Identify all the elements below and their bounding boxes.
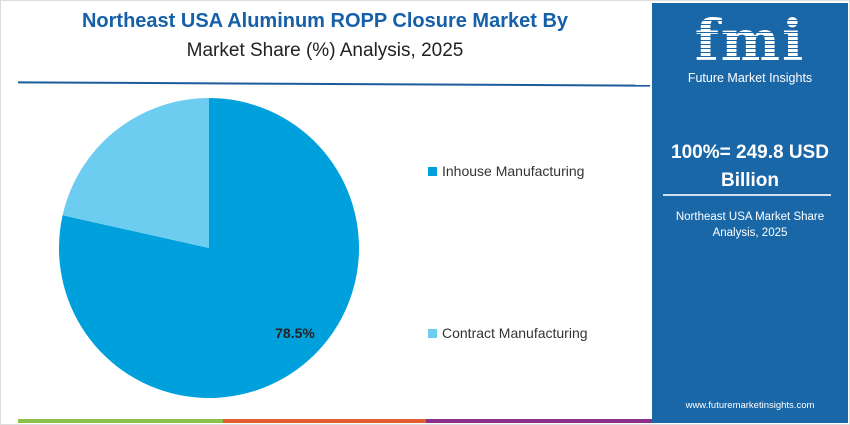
pie-slice-contract-manufacturing [62, 98, 209, 248]
legend-item-inhouse: Inhouse Manufacturing [428, 163, 584, 179]
footer-bar-purple [426, 419, 653, 423]
pie-chart: 78.5% [59, 98, 360, 399]
website-url[interactable]: www.futuremarketinsights.com [685, 400, 815, 411]
logo-subtitle: Future Market Insights [687, 71, 813, 85]
panel-subtitle: Northeast USA Market Share Analysis, 202… [675, 211, 825, 239]
info-panel: fmi Future Market Insights 100%= 249.8 U… [652, 3, 848, 423]
pie-data-label: 78.5% [275, 325, 315, 341]
chart-title: Northeast USA Aluminum ROPP Closure Mark… [81, 10, 569, 32]
legend-label: Inhouse Manufacturing [442, 163, 585, 179]
market-total: 100%= 249.8 USD Billion [671, 142, 829, 191]
footer-bar-orange [223, 419, 426, 423]
chart-subtitle: Market Share (%) Analysis, 2025 [186, 40, 464, 61]
legend-swatch [428, 328, 437, 338]
legend-item-contract: Contract Manufacturing [428, 325, 588, 341]
panel-divider [663, 194, 831, 196]
footer-bar-green [18, 419, 223, 423]
fmi-logo: fmi [652, 13, 848, 69]
legend-swatch [428, 166, 437, 176]
pie-slice-inhouse-manufacturing [59, 98, 360, 399]
legend-label: Contract Manufacturing [442, 325, 588, 341]
